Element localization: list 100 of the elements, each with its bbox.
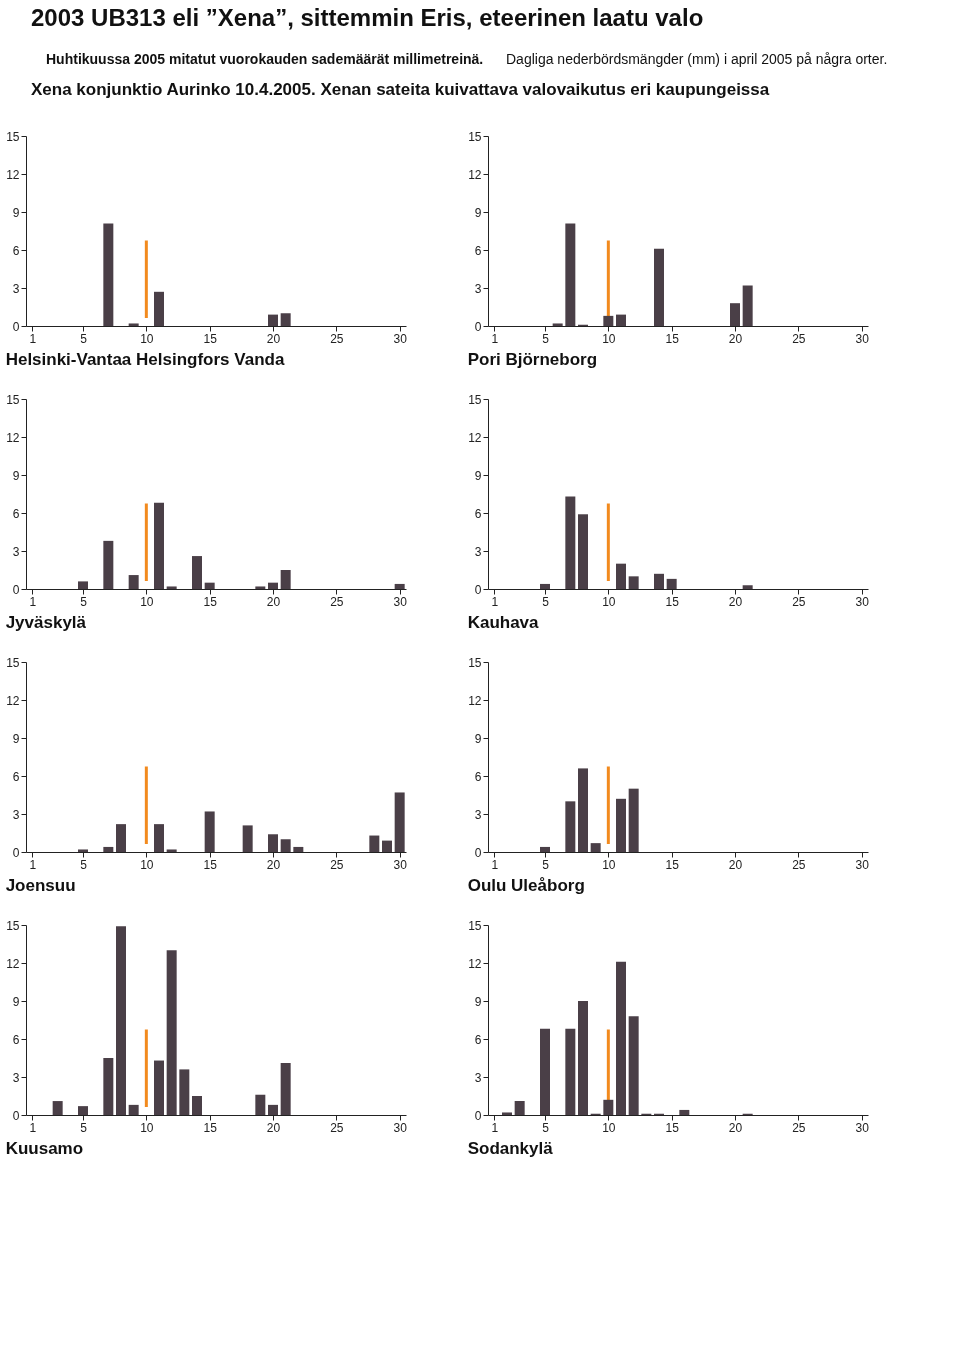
bar [502, 1112, 512, 1115]
bar [268, 582, 278, 589]
y-tick-label: 12 [6, 956, 20, 971]
bar [166, 950, 177, 1115]
bar [616, 798, 626, 852]
text: Oulu Uleåborg [467, 876, 585, 895]
y-tick-label: 15 [468, 129, 482, 144]
x-tick-label: 10 [602, 1120, 616, 1135]
bar [255, 1094, 266, 1115]
bar [666, 578, 677, 589]
x-tick-label: 15 [203, 1120, 218, 1135]
text: Xena konjunktio Aurinko 10.4.2005. Xenan sateita kuivattava valovaikutus eri kaupungeissa [31, 80, 770, 99]
bar [166, 849, 177, 852]
bar [616, 314, 626, 326]
bar [52, 1101, 63, 1115]
x-tick-label: 10 [140, 594, 154, 609]
y-tick-label: 12 [6, 430, 20, 445]
bar [179, 1069, 190, 1115]
y-tick-label: 6 [474, 769, 482, 784]
text: Sodankylä [467, 1139, 554, 1158]
x-tick-label: 20 [266, 857, 281, 872]
bar [628, 1016, 639, 1115]
text: Kuusamo [5, 1139, 84, 1158]
text: Huhtikuussa 2005 mitatut vuorokauden sademäärät millimetreinä. [46, 51, 484, 67]
text: Helsinki-Vantaa Helsingfors Vanda [5, 350, 285, 369]
y-tick-label: 12 [6, 167, 20, 182]
y-tick-label: 12 [468, 956, 482, 971]
bar [540, 583, 550, 589]
x-tick-label: 30 [393, 1120, 408, 1135]
bar [78, 581, 88, 589]
y-tick-label: 6 [12, 243, 20, 258]
bar [128, 1104, 139, 1115]
bar [192, 556, 202, 589]
bar [628, 788, 639, 852]
y-tick-label: 3 [12, 281, 20, 296]
bar [565, 1028, 576, 1115]
bar [730, 303, 740, 326]
y-tick-label: 15 [6, 655, 20, 670]
x-tick-label: 25 [792, 857, 806, 872]
y-tick-label: 3 [474, 544, 482, 559]
bar [654, 573, 664, 589]
x-tick-label: 1 [29, 594, 37, 609]
x-tick-label: 5 [80, 1120, 88, 1135]
bar [154, 1060, 164, 1115]
bar [369, 835, 380, 852]
bar [514, 1101, 525, 1115]
bar [742, 585, 753, 589]
x-tick-label: 1 [29, 1120, 37, 1135]
y-tick-label: 9 [474, 205, 482, 220]
y-tick-label: 0 [12, 845, 20, 860]
x-tick-label: 25 [330, 331, 344, 346]
x-tick-label: 25 [330, 594, 344, 609]
bar [204, 582, 215, 589]
bar [603, 315, 614, 326]
x-tick-label: 1 [491, 331, 499, 346]
x-tick-label: 30 [393, 857, 408, 872]
y-tick-label: 3 [12, 1070, 20, 1085]
y-tick-label: 6 [12, 769, 20, 784]
x-tick-label: 20 [728, 594, 743, 609]
bar [154, 291, 164, 326]
x-tick-label: 25 [792, 331, 806, 346]
x-tick-label: 30 [393, 331, 408, 346]
text: Kauhava [467, 613, 540, 632]
y-tick-label: 3 [12, 807, 20, 822]
bar [540, 1028, 550, 1115]
x-tick-label: 25 [792, 594, 806, 609]
y-tick-label: 6 [474, 1032, 482, 1047]
bar [578, 1001, 588, 1115]
bar [590, 843, 601, 852]
x-tick-label: 5 [542, 1120, 550, 1135]
x-tick-label: 20 [266, 594, 281, 609]
x-tick-label: 1 [491, 594, 499, 609]
bar [540, 846, 550, 852]
x-tick-label: 30 [855, 594, 870, 609]
bar [603, 1099, 614, 1115]
text: Jyväskylä [5, 613, 87, 632]
bar [394, 792, 405, 852]
x-tick-label: 1 [491, 857, 499, 872]
x-tick-label: 5 [80, 594, 88, 609]
bar [552, 323, 563, 326]
bar [565, 496, 576, 589]
y-tick-label: 0 [12, 319, 20, 334]
bar [154, 502, 164, 589]
bar [280, 839, 291, 852]
y-tick-label: 6 [12, 1032, 20, 1047]
y-tick-label: 9 [12, 468, 20, 483]
y-tick-label: 6 [474, 243, 482, 258]
y-tick-label: 3 [474, 807, 482, 822]
bar [742, 285, 753, 326]
x-tick-label: 10 [602, 857, 616, 872]
bar [280, 570, 291, 589]
bar [654, 248, 664, 326]
bar [166, 586, 177, 589]
bar [192, 1096, 202, 1115]
x-tick-label: 5 [542, 594, 550, 609]
bar [204, 811, 215, 852]
x-tick-label: 20 [728, 1120, 743, 1135]
bar [565, 223, 576, 326]
y-tick-label: 0 [474, 319, 482, 334]
x-tick-label: 5 [542, 857, 550, 872]
